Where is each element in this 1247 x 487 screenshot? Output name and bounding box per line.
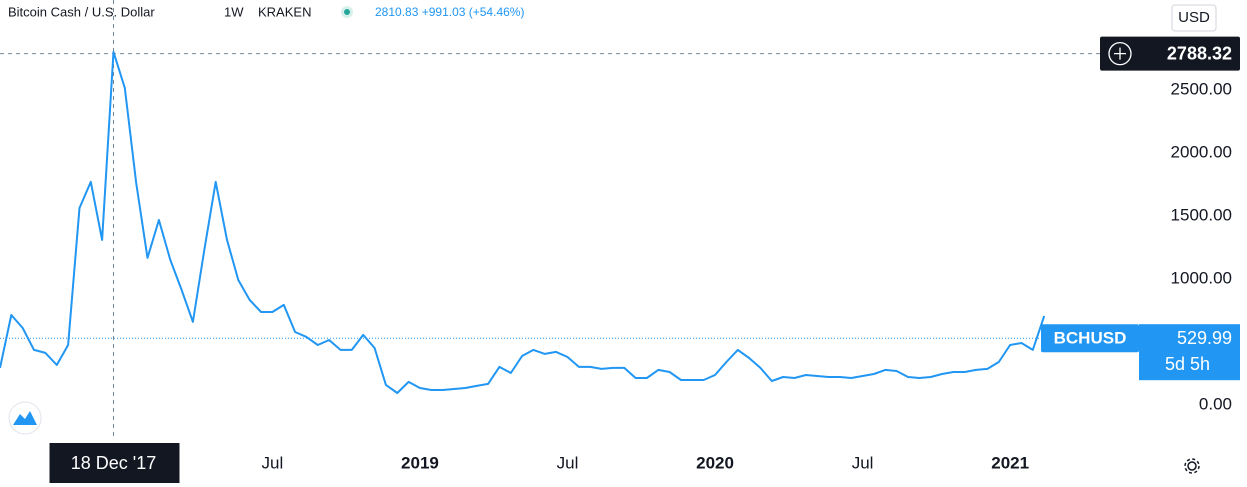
change-text: 2810.83 +991.03 (+54.46%) xyxy=(375,5,524,19)
symbol-box xyxy=(1041,324,1139,353)
crosshair-date-box xyxy=(49,443,180,483)
crosshair-price: 2788.32 xyxy=(1167,43,1232,63)
logo[interactable] xyxy=(8,401,42,435)
x-tick-label: 2020 xyxy=(696,453,734,472)
status-dot xyxy=(344,9,350,15)
exchange: KRAKEN xyxy=(258,4,311,19)
last-price-label: 529.99 xyxy=(1177,328,1232,348)
settings-icon[interactable] xyxy=(1184,458,1200,474)
last-price-box xyxy=(1139,324,1240,381)
y-tick-label: 1500.00 xyxy=(1171,205,1232,224)
y-tick-label: 0.00 xyxy=(1199,394,1232,413)
add-alert-icon[interactable] xyxy=(1108,41,1132,66)
x-tick-label: Jul xyxy=(852,453,874,472)
y-tick-label: 2500.00 xyxy=(1171,79,1232,98)
y-tick-label: 2000.00 xyxy=(1171,142,1232,161)
y-tick-label: 1000.00 xyxy=(1171,268,1232,287)
symbol-label: BCHUSD xyxy=(1054,329,1127,348)
crosshair-date-label: 18 Dec '17 xyxy=(71,453,157,473)
price-line xyxy=(0,50,1046,394)
x-tick-label: 2019 xyxy=(401,453,439,472)
x-tick-label: Jul xyxy=(557,453,579,472)
interval[interactable]: 1W xyxy=(224,4,244,19)
add-alert-plus xyxy=(1114,47,1126,60)
currency[interactable]: USD xyxy=(1178,9,1210,26)
crosshair-price-box xyxy=(1100,36,1240,71)
x-tick-label: 2021 xyxy=(991,453,1029,472)
x-tick-label: Jul xyxy=(262,453,284,472)
chart-title: Bitcoin Cash / U.S. Dollar xyxy=(8,4,155,19)
countdown: 5d 5h xyxy=(1165,354,1210,374)
currency-button[interactable] xyxy=(1171,4,1217,32)
